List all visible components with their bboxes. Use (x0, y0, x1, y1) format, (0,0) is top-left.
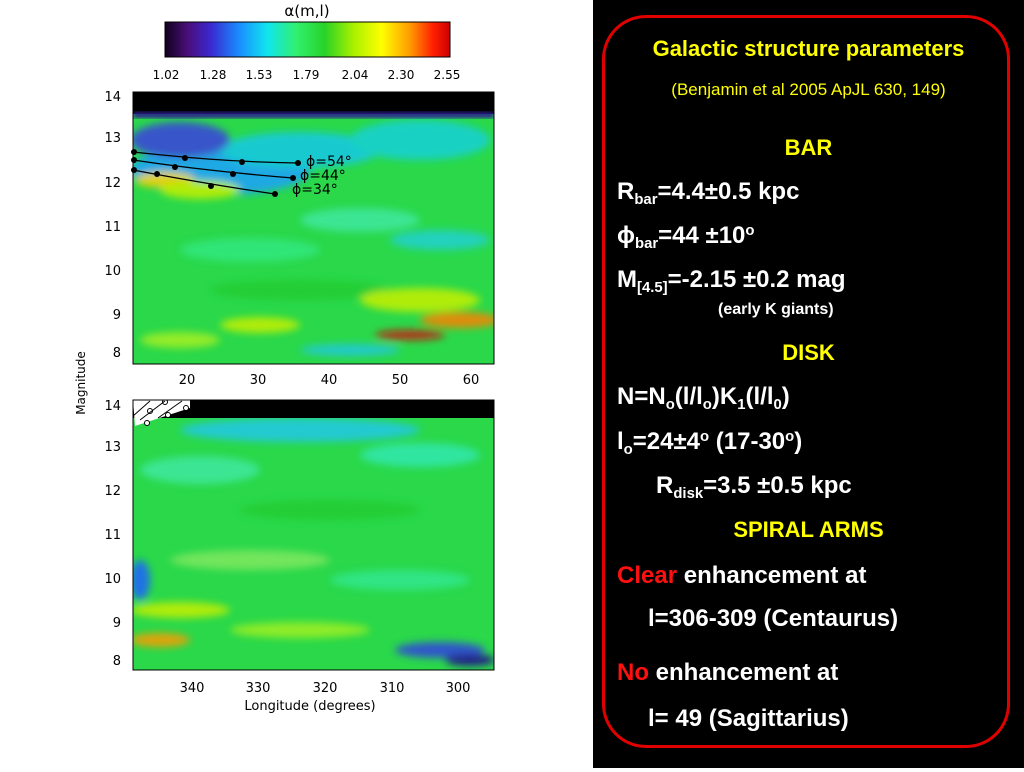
clear-word: Clear (617, 562, 678, 589)
phi-label: ϕ=44° (300, 168, 346, 184)
clear-rest: enhancement at (677, 562, 867, 589)
bottom-y-ticks: 14 13 12 11 10 9 8 (104, 399, 121, 669)
no-rest: enhancement at (649, 659, 839, 686)
m-line: M[4.5]=-2.15 ±0.2 mag (617, 266, 846, 297)
x-tick: 30 (250, 373, 267, 388)
parameters-panel: Galactic structure parameters (Benjamin … (593, 0, 1024, 768)
r-bar-value: =4.4±0.5 kpc (657, 178, 800, 205)
x-tick: 50 (392, 373, 409, 388)
x-axis-label: Longitude (degrees) (244, 699, 375, 714)
x-tick: 300 (446, 681, 471, 696)
phi-bar-prefix: ϕ (617, 222, 635, 249)
colorbar (164, 21, 451, 58)
x-tick: 310 (380, 681, 405, 696)
x-tick: 20 (179, 373, 196, 388)
y-tick: 8 (113, 346, 121, 361)
r-bar-sub: bar (634, 192, 658, 209)
y-tick: 8 (113, 654, 121, 669)
colorbar-tick: 1.02 (153, 68, 180, 82)
r-bar-line: Rbar=4.4±0.5 kpc (617, 178, 800, 209)
y-tick: 12 (104, 484, 121, 499)
colorbar-tick: 2.04 (342, 68, 369, 82)
y-tick: 10 (104, 264, 121, 279)
phi-bar-sup: o (745, 222, 755, 239)
phi-label: ϕ=54° (306, 154, 352, 170)
top-panel: ϕ=54° ϕ=44° ϕ=34° 14 13 12 11 10 9 8 20 … (104, 90, 495, 388)
phi-bar-sub: bar (635, 236, 659, 253)
reference: (Benjamin et al 2005 ApJL 630, 149) (671, 80, 946, 99)
x-tick: 320 (313, 681, 338, 696)
x-tick: 60 (463, 373, 480, 388)
phi-curves (132, 151, 299, 195)
phi-bar-line: ϕbar=44 ±10o (617, 222, 755, 253)
y-tick: 11 (104, 220, 121, 235)
y-tick: 10 (104, 572, 121, 587)
phi-label: ϕ=34° (292, 182, 338, 198)
y-tick: 14 (104, 399, 121, 414)
y-tick: 13 (104, 440, 121, 455)
centaurus-line: l=306-309 (Centaurus) (648, 605, 899, 632)
clear-line: Clear enhancement at (617, 562, 866, 590)
m-prefix: M (617, 266, 637, 293)
no-word: No (617, 659, 649, 686)
x-tick: 330 (246, 681, 271, 696)
figure-area: α(m,l) 1.02 1.28 1.53 1.79 2.04 2.30 2.5… (74, 2, 495, 714)
bottom-panel: 14 13 12 11 10 9 8 340 330 320 310 300 (104, 399, 495, 696)
y-tick: 12 (104, 176, 121, 191)
y-tick: 9 (113, 616, 121, 631)
colorbar-title: α(m,l) (284, 2, 329, 20)
n-formula: N=No(l/lo)K1(l/l0) (617, 383, 790, 414)
colorbar-tick: 2.30 (388, 68, 415, 82)
y-tick: 9 (113, 308, 121, 323)
y-tick: 11 (104, 528, 121, 543)
alpha-map-figure: α(m,l) 1.02 1.28 1.53 1.79 2.04 2.30 2.5… (74, 2, 495, 714)
x-tick: 40 (321, 373, 338, 388)
colorbar-tick: 1.79 (293, 68, 320, 82)
y-tick: 13 (104, 131, 121, 146)
bottom-x-ticks: 340 330 320 310 300 (180, 681, 471, 696)
panel-title: Galactic structure parameters (652, 36, 965, 61)
y-tick: 14 (104, 90, 121, 105)
phi-points (131, 149, 301, 197)
no-line: No enhancement at (617, 659, 838, 687)
top-y-ticks: 14 13 12 11 10 9 8 (104, 90, 121, 361)
spiral-arms-heading: SPIRAL ARMS (733, 517, 884, 542)
sagittarius-line: l= 49 (Sagittarius) (648, 705, 849, 732)
y-axis-label: Magnitude (74, 351, 88, 415)
colorbar-ticks: 1.02 1.28 1.53 1.79 2.04 2.30 2.55 (153, 68, 461, 82)
colorbar-tick: 2.55 (434, 68, 461, 82)
m-value: =-2.15 ±0.2 mag (667, 266, 846, 293)
x-tick: 340 (180, 681, 205, 696)
colorbar-tick: 1.28 (200, 68, 227, 82)
m-sub: [4.5] (637, 280, 668, 297)
lo-formula: lo=24±4o (17-30o) (617, 428, 803, 459)
bar-heading: BAR (784, 135, 833, 160)
m-note: (early K giants) (718, 301, 834, 318)
r-bar-prefix: R (617, 178, 635, 205)
disk-heading: DISK (782, 340, 835, 365)
r-disk-line: Rdisk=3.5 ±0.5 kpc (656, 472, 852, 503)
phi-bar-value: =44 ±10 (658, 222, 746, 249)
colorbar-tick: 1.53 (246, 68, 273, 82)
rounded-frame (602, 15, 1010, 748)
top-x-ticks: 20 30 40 50 60 (179, 373, 480, 388)
